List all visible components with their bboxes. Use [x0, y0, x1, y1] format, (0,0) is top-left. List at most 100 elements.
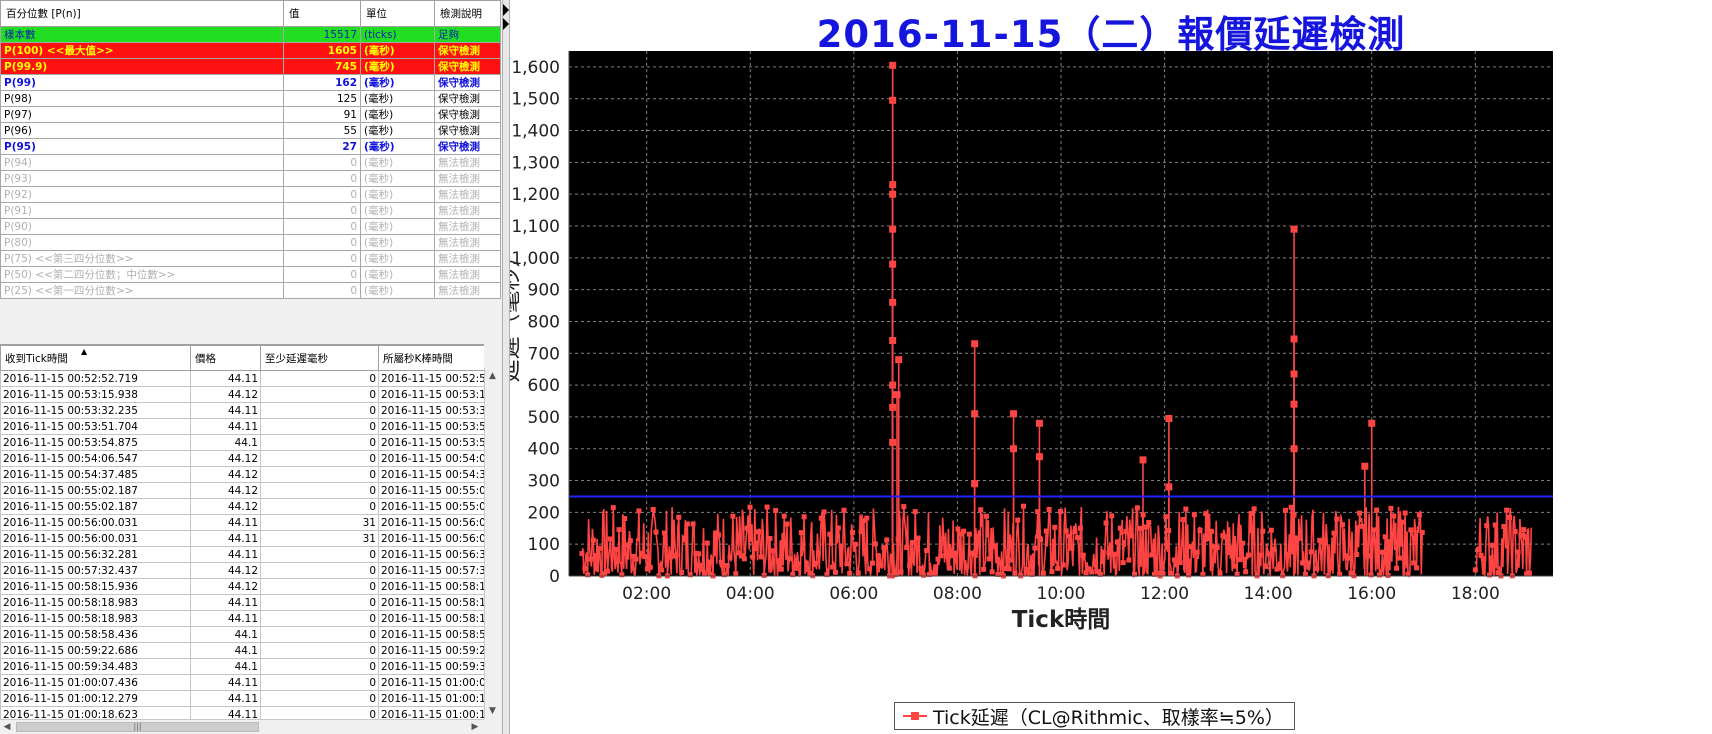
percentile-label: P(90): [0, 218, 284, 235]
series-point: [952, 550, 958, 556]
tick-row[interactable]: 2016-11-15 00:58:18.983 44.11 0 2016-11-15 …: [0, 594, 484, 611]
tick-table-vertical-scrollbar[interactable]: ▲ ▼: [484, 368, 500, 719]
tick-row[interactable]: 2016-11-15 00:53:51.704 44.11 0 2016-11-15 …: [0, 418, 484, 435]
series-point: [1243, 569, 1249, 575]
series-point: [721, 572, 727, 578]
tick-row[interactable]: 2016-11-15 01:00:18.623 44.11 0 2016-11-15 …: [0, 706, 484, 720]
tick-row[interactable]: 2016-11-15 00:54:37.485 44.12 0 2016-11-15 …: [0, 466, 484, 483]
tick-header-row: 收到Tick時間 ▲ 價格 至少延遲毫秒 所屬秒K棒時間: [0, 345, 484, 371]
series-point: [1475, 547, 1481, 553]
tick-row[interactable]: 2016-11-15 01:00:07.436 44.11 0 2016-11-15 …: [0, 674, 484, 691]
sort-ascending-icon: ▲: [81, 347, 88, 356]
panel-splitter[interactable]: [502, 0, 510, 734]
percentile-row[interactable]: P(94) 0 (毫秒) 無法檢測: [0, 154, 501, 171]
tick-min-delay: 0: [260, 370, 379, 387]
col-header-percentile[interactable]: 百分位數 [P(n)]: [0, 0, 284, 27]
scroll-down-icon[interactable]: ▼: [489, 706, 496, 716]
y-tick-label: 200: [528, 503, 560, 523]
percentile-row[interactable]: 樣本數 15517 (ticks) 足夠: [0, 26, 501, 43]
tick-row[interactable]: 2016-11-15 00:58:18.983 44.11 0 2016-11-15 …: [0, 610, 484, 627]
percentile-label: P(94): [0, 154, 284, 171]
tick-min-delay: 0: [260, 402, 379, 419]
col-header-description[interactable]: 檢測說明: [434, 0, 501, 27]
tick-row[interactable]: 2016-11-15 00:59:22.686 44.1 0 2016-11-15 0…: [0, 642, 484, 659]
percentile-row[interactable]: P(96) 55 (毫秒) 保守檢測: [0, 122, 501, 139]
series-point: [1112, 551, 1118, 557]
col-header-unit[interactable]: 單位: [360, 0, 435, 27]
series-point: [1317, 537, 1323, 543]
tick-min-delay: 0: [260, 626, 379, 643]
tick-row[interactable]: 2016-11-15 00:52:52.719 44.11 0 2016-11-15 …: [0, 370, 484, 387]
percentile-row[interactable]: P(99.9) 745 (毫秒) 保守檢測: [0, 58, 501, 75]
tick-row[interactable]: 2016-11-15 00:53:32.235 44.11 0 2016-11-15 …: [0, 402, 484, 419]
percentile-description: 無法檢測: [434, 282, 501, 299]
tick-row[interactable]: 2016-11-15 00:53:15.938 44.12 0 2016-11-15 …: [0, 386, 484, 403]
series-point: [1231, 563, 1237, 569]
tick-row[interactable]: 2016-11-15 00:56:00.031 44.11 31 2016-11-15…: [0, 530, 484, 547]
tick-min-delay: 0: [260, 610, 379, 627]
tick-row[interactable]: 2016-11-15 00:56:32.281 44.11 0 2016-11-15 …: [0, 546, 484, 563]
series-point: [1506, 514, 1512, 520]
series-point: [1226, 550, 1232, 556]
tick-kbar-time: 2016-11-15 00:56:00: [378, 514, 484, 531]
series-point: [1132, 571, 1138, 577]
percentile-row[interactable]: P(97) 91 (毫秒) 保守檢測: [0, 106, 501, 123]
tick-row[interactable]: 2016-11-15 00:56:00.031 44.11 31 2016-11-15…: [0, 514, 484, 531]
series-point: [1046, 507, 1052, 513]
series-point: [918, 566, 924, 572]
percentile-row[interactable]: P(92) 0 (毫秒) 無法檢測: [0, 186, 501, 203]
series-point: [1117, 525, 1123, 531]
percentile-row[interactable]: P(90) 0 (毫秒) 無法檢測: [0, 218, 501, 235]
tick-kbar-time: 2016-11-15 00:52:53: [378, 370, 484, 387]
series-point: [1396, 555, 1402, 561]
series-point: [1080, 552, 1086, 558]
tick-row[interactable]: 2016-11-15 00:53:54.875 44.1 0 2016-11-15 0…: [0, 434, 484, 451]
col-header-received-time[interactable]: 收到Tick時間 ▲: [0, 345, 191, 371]
percentile-row[interactable]: P(50) <<第二四分位數；中位數>> 0 (毫秒) 無法檢測: [0, 266, 501, 283]
percentile-header-row: 百分位數 [P(n)] 值 單位 檢測說明: [0, 0, 501, 27]
percentile-row[interactable]: P(98) 125 (毫秒) 保守檢測: [0, 90, 501, 107]
y-tick-label: 1,000: [511, 249, 560, 269]
series-point: [727, 554, 733, 560]
percentile-label: P(99.9): [0, 58, 284, 75]
tick-row[interactable]: 2016-11-15 00:55:02.187 44.12 0 2016-11-15 …: [0, 482, 484, 499]
percentile-row[interactable]: P(99) 162 (毫秒) 保守檢測: [0, 74, 501, 91]
percentile-row[interactable]: P(91) 0 (毫秒) 無法檢測: [0, 202, 501, 219]
scroll-left-icon[interactable]: ◀: [3, 722, 11, 732]
series-point: [1487, 572, 1493, 578]
series-point: [687, 572, 693, 578]
tick-row[interactable]: 2016-11-15 00:55:02.187 44.12 0 2016-11-15 …: [0, 498, 484, 515]
series-point: [889, 298, 897, 306]
col-header-price[interactable]: 價格: [190, 345, 261, 371]
percentile-row[interactable]: P(100) <<最大值>> 1605 (毫秒) 保守檢測: [0, 42, 501, 59]
tick-price: 44.11: [190, 418, 261, 435]
scroll-up-icon[interactable]: ▲: [489, 371, 496, 381]
tick-row[interactable]: 2016-11-15 00:59:34.483 44.1 0 2016-11-15 0…: [0, 658, 484, 675]
tick-row[interactable]: 2016-11-15 01:00:12.279 44.11 0 2016-11-15 …: [0, 690, 484, 707]
percentile-row[interactable]: P(93) 0 (毫秒) 無法檢測: [0, 170, 501, 187]
series-point: [613, 546, 619, 552]
percentile-row[interactable]: P(25) <<第一四分位數>> 0 (毫秒) 無法檢測: [0, 282, 501, 299]
tick-row[interactable]: 2016-11-15 00:58:15.936 44.12 0 2016-11-15 …: [0, 578, 484, 595]
tick-row[interactable]: 2016-11-15 00:57:32.437 44.12 0 2016-11-15 …: [0, 562, 484, 579]
horizontal-scroll-thumb[interactable]: |||: [16, 722, 259, 732]
percentile-label: P(75) <<第三四分位數>>: [0, 250, 284, 267]
scroll-right-icon[interactable]: ▶: [471, 722, 479, 732]
percentile-row[interactable]: P(75) <<第三四分位數>> 0 (毫秒) 無法檢測: [0, 250, 501, 267]
collapse-arrow-icon[interactable]: [502, 2, 510, 32]
series-point: [1097, 571, 1103, 577]
percentile-row[interactable]: P(95) 27 (毫秒) 保守檢測: [0, 138, 501, 155]
col-header-value[interactable]: 值: [283, 0, 361, 27]
series-point: [989, 569, 995, 575]
series-point: [801, 514, 807, 520]
col-header-min-delay[interactable]: 至少延遲毫秒: [260, 345, 379, 371]
series-point: [1103, 520, 1109, 526]
series-point: [895, 356, 903, 364]
col-header-kbar-time[interactable]: 所屬秒K棒時間: [378, 345, 484, 371]
series-point: [961, 528, 967, 534]
percentile-unit: (ticks): [360, 26, 435, 43]
tick-row[interactable]: 2016-11-15 00:58:58.436 44.1 0 2016-11-15 0…: [0, 626, 484, 643]
tick-row[interactable]: 2016-11-15 00:54:06.547 44.12 0 2016-11-15 …: [0, 450, 484, 467]
percentile-row[interactable]: P(80) 0 (毫秒) 無法檢測: [0, 234, 501, 251]
tick-table-horizontal-scrollbar[interactable]: ◀ ||| ▶: [0, 719, 484, 734]
